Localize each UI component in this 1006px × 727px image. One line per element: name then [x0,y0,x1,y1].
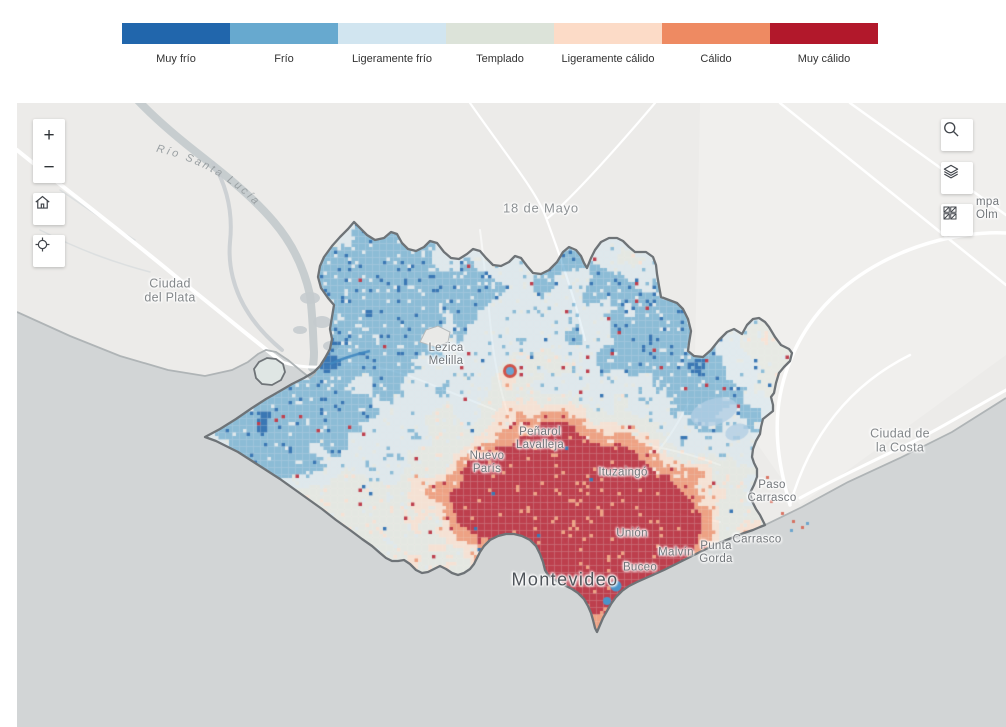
layers-button[interactable] [941,162,973,194]
legend-label-muy-calido: Muy cálido [797,53,851,65]
legend-swatch-calido [662,23,770,44]
montevideo-department-boundary [203,220,794,634]
legend-swatch-ligeramente-frio [338,23,446,44]
zoom-out-button[interactable]: − [33,151,65,183]
basemap-gallery-button[interactable] [941,204,973,236]
legend-label-ligeramente-frio: Ligeramente frío [351,53,433,65]
river-label: Río Santa Lucía [155,143,263,209]
legend-label-templado: Templado [476,53,524,65]
legend-swatch-frio [230,23,338,44]
search-button[interactable] [941,119,973,151]
zoom-in-button[interactable]: + [33,119,65,151]
legend-label-frio: Frío [274,53,294,65]
legend-swatch-ligeramente-calido [554,23,662,44]
map-canvas-area[interactable]: Río Santa Lucía 18 de Mayo Ciudad del Pl… [17,103,1006,727]
legend-label-calido: Cálido [700,53,732,65]
west-coastline [17,311,317,380]
zoom-control: + − [33,119,65,183]
home-button[interactable] [33,193,65,225]
estuary-island-outline [253,357,286,386]
legend-label-muy-frio: Muy frío [156,53,196,65]
east-coastline [764,397,1006,526]
heat-raster-layer [17,103,1006,727]
temperature-legend: Muy frío Frío Ligeramente frío Templado … [122,23,878,65]
legend-label-ligeramente-calido: Ligeramente cálido [561,53,655,65]
locate-button[interactable] [33,235,65,267]
legend-label-row: Muy frío Frío Ligeramente frío Templado … [122,53,878,65]
legend-swatch-muy-calido [770,23,878,44]
legend-swatch-muy-frio [122,23,230,44]
quarry-area [419,325,451,348]
boundary-overlay-layer: Río Santa Lucía [17,143,1006,634]
legend-swatch-row [122,23,878,44]
legend-swatch-templado [446,23,554,44]
